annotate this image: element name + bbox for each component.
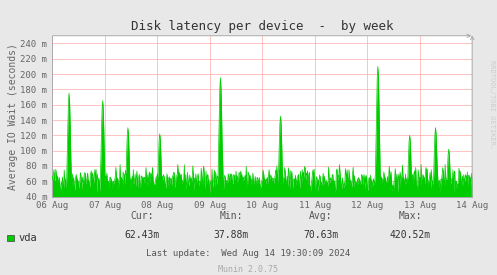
Text: Cur:: Cur:: [130, 211, 154, 221]
Text: 62.43m: 62.43m: [124, 230, 159, 240]
Text: Last update:  Wed Aug 14 19:30:09 2024: Last update: Wed Aug 14 19:30:09 2024: [147, 249, 350, 258]
Text: Min:: Min:: [219, 211, 243, 221]
Text: vda: vda: [19, 233, 38, 243]
Text: 37.88m: 37.88m: [214, 230, 248, 240]
Text: 70.63m: 70.63m: [303, 230, 338, 240]
Title: Disk latency per device  -  by week: Disk latency per device - by week: [131, 20, 394, 33]
Text: Avg:: Avg:: [309, 211, 332, 221]
Text: RRDTOOL/TOBI OETIKER.: RRDTOOL/TOBI OETIKER.: [489, 60, 495, 149]
Text: Max:: Max:: [398, 211, 422, 221]
Text: Munin 2.0.75: Munin 2.0.75: [219, 265, 278, 274]
Text: 420.52m: 420.52m: [390, 230, 430, 240]
Y-axis label: Average IO Wait (seconds): Average IO Wait (seconds): [7, 43, 18, 190]
